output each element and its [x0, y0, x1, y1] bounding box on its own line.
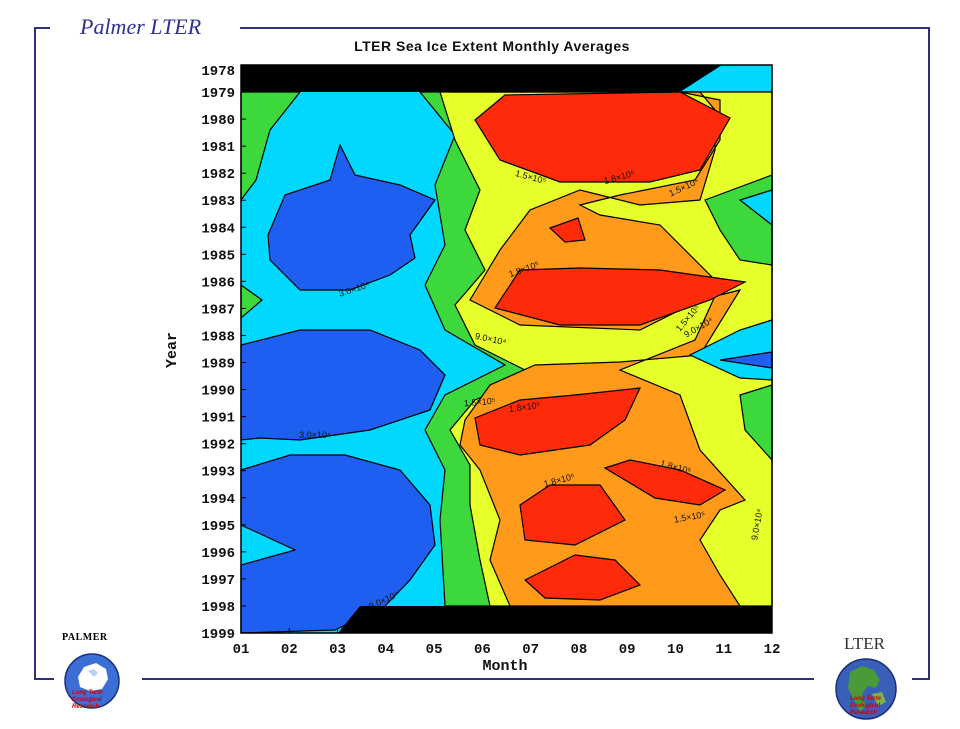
y-tick-label: 1979 [201, 86, 235, 102]
y-tick-label: 1996 [201, 546, 235, 562]
y-tick-label: 1994 [201, 492, 235, 508]
y-tick-label: 1985 [201, 248, 235, 264]
region-dark-blue-1 [267, 143, 436, 291]
nodata-bottom [338, 606, 772, 633]
frame-left [34, 27, 36, 679]
y-tick-label: 1992 [201, 438, 235, 454]
contour-label: 3.0×10⁴ [299, 430, 331, 440]
x-axis-ticks: 01 02 03 04 05 06 07 08 09 10 11 12 [233, 628, 781, 658]
region-red-2 [494, 267, 747, 326]
y-tick-label: 1980 [201, 113, 235, 129]
region-red-6 [523, 554, 642, 601]
y-tick-label: 1988 [201, 329, 235, 345]
region-red-1 [474, 91, 731, 183]
x-tick-label: 07 [522, 642, 539, 658]
chart-title: LTER Sea Ice Extent Monthly Averages [354, 38, 630, 54]
y-tick-label: 1981 [201, 140, 235, 156]
region-dark-blue-2 [240, 329, 446, 441]
y-tick-label: 1999 [201, 627, 235, 643]
y-tick-label: 1983 [201, 194, 235, 210]
y-tick-label: 1998 [201, 600, 235, 616]
x-tick-label: 02 [281, 642, 298, 658]
y-tick-label: 1987 [201, 302, 235, 318]
x-tick-label: 06 [474, 642, 491, 658]
y-tick-label: 1982 [201, 167, 235, 183]
palmer-logo: PALMER Long Term Ecological Research [62, 632, 130, 718]
y-tick-label: 1989 [201, 357, 235, 373]
y-tick-label: 1997 [201, 573, 235, 589]
region-red-3 [474, 387, 641, 456]
y-axis-label: Year [164, 332, 181, 368]
frame-top-left [34, 27, 50, 29]
x-tick-label: 09 [619, 642, 636, 658]
y-tick-label: 1978 [201, 64, 235, 80]
contour-label: 1.5×10⁵ [464, 396, 497, 409]
x-tick-label: 01 [233, 642, 250, 658]
page-title: Palmer LTER [74, 14, 208, 40]
palmer-logo-text: PALMER [62, 632, 108, 643]
plot-frame [240, 64, 773, 634]
region-red-5 [519, 484, 626, 546]
region-red-4 [603, 459, 727, 506]
y-tick-label: 1993 [201, 465, 235, 481]
region-red-small [548, 217, 586, 243]
lter-logo: LTER Long Term Ecological Research [832, 634, 904, 720]
x-tick-label: 04 [377, 642, 394, 658]
y-tick-label: 1986 [201, 275, 235, 291]
y-tick-label: 1995 [201, 519, 235, 535]
y-axis-ticks: 1978 1979 1980 1981 1982 1983 1984 1985 1986 1987… [201, 64, 246, 643]
x-tick-label: 12 [764, 642, 781, 658]
earth-globe-icon [835, 658, 897, 720]
x-tick-label: 11 [715, 642, 732, 658]
x-axis-label: Month [482, 658, 527, 675]
contour-regions [240, 65, 773, 634]
nodata-top [241, 65, 722, 92]
palmer-logo-caption: Long Term Ecological Research [72, 690, 103, 710]
x-tick-label: 05 [426, 642, 443, 658]
frame-top-right [240, 27, 930, 29]
y-tick-label: 1990 [201, 384, 235, 400]
lter-logo-caption: Long Term Ecological Research [850, 696, 881, 716]
lter-logo-text: LTER [844, 634, 885, 653]
x-tick-label: 03 [329, 642, 346, 658]
y-tick-label: 1984 [201, 221, 235, 237]
antarctica-globe-icon [64, 653, 120, 709]
frame-bottom-left [34, 678, 54, 680]
frame-right [928, 27, 930, 679]
frame-bottom-right [912, 678, 930, 680]
region-dark-blue-3 [240, 454, 436, 634]
frame-bottom-mid [142, 678, 814, 680]
x-tick-label: 08 [571, 642, 588, 658]
y-tick-label: 1991 [201, 411, 235, 427]
x-tick-label: 10 [667, 642, 684, 658]
contour-label: 1.8×10⁵ [508, 400, 541, 414]
